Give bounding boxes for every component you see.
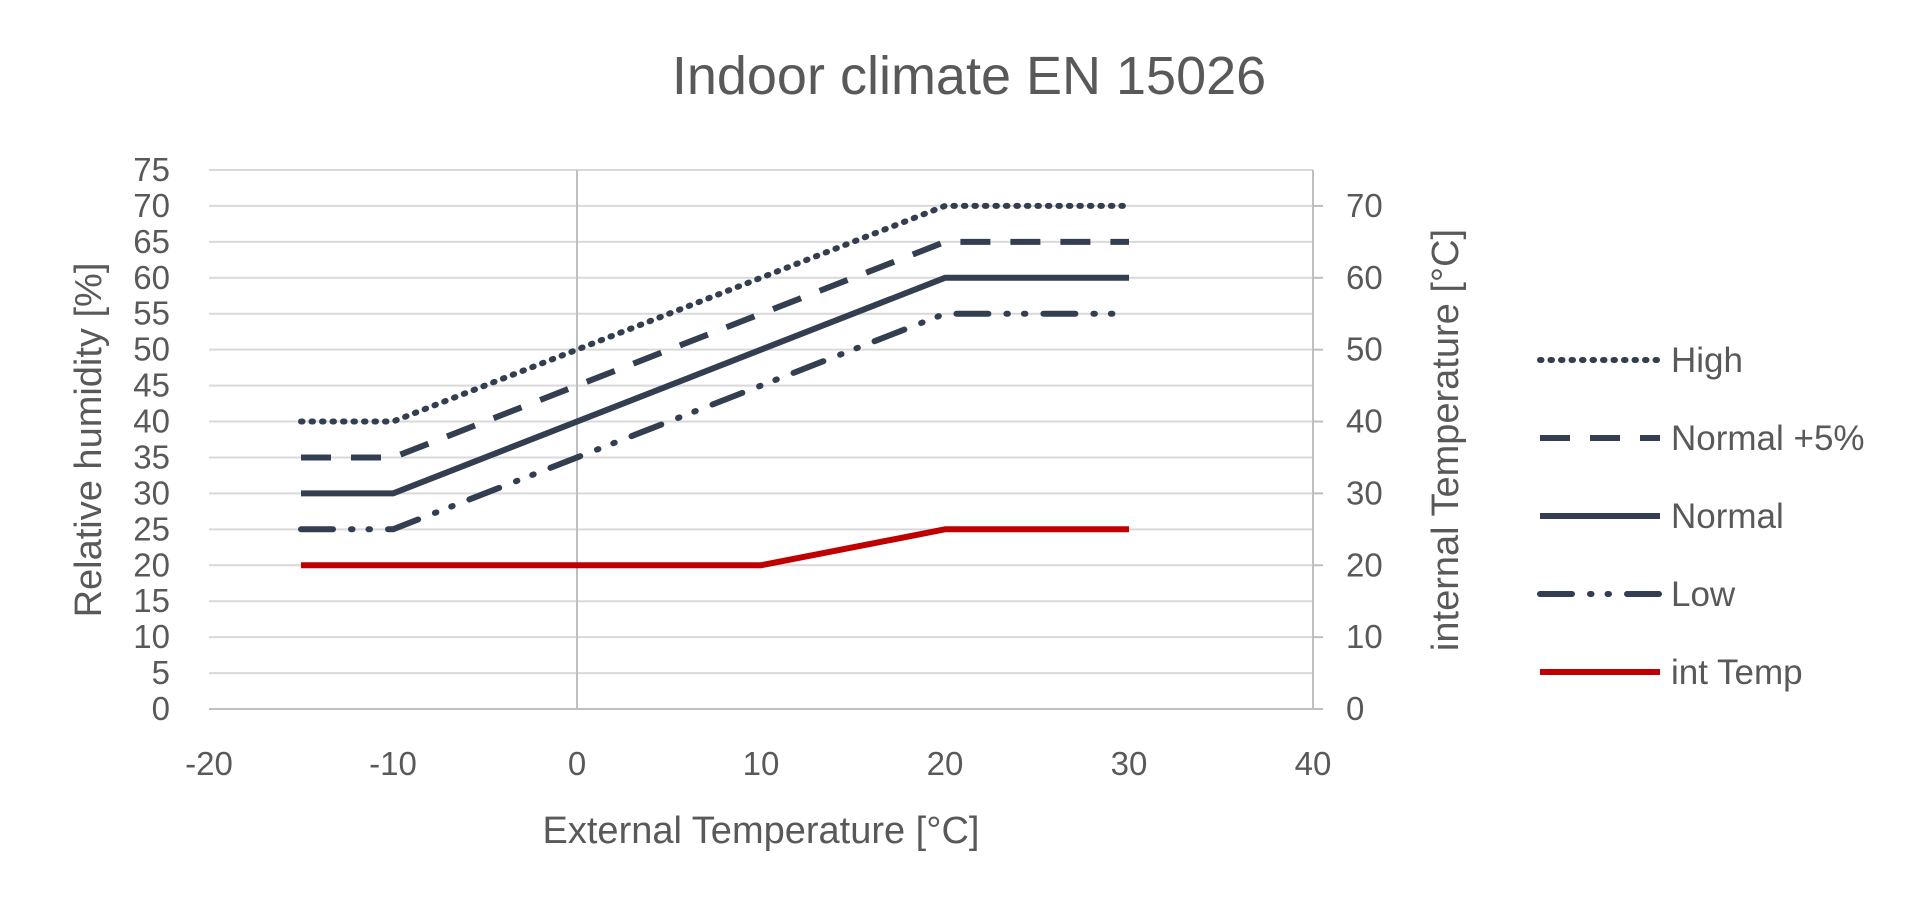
y-tick-label: 50 bbox=[133, 331, 170, 368]
y-tick-label: 75 bbox=[133, 151, 170, 188]
legend-label: High bbox=[1671, 341, 1743, 380]
x-axis-title: External Temperature [°C] bbox=[543, 810, 980, 852]
y2-tick-label: 70 bbox=[1346, 187, 1383, 224]
x-tick-label: 40 bbox=[1295, 745, 1332, 782]
y2-tick-label: 20 bbox=[1346, 546, 1383, 583]
series-line-high bbox=[298, 202, 1132, 425]
y2-tick-label: 40 bbox=[1346, 403, 1383, 440]
y-tick-label: 55 bbox=[133, 295, 170, 332]
y2-tick-label: 60 bbox=[1346, 259, 1383, 296]
chart-title: Indoor climate EN 15026 bbox=[672, 46, 1266, 106]
y2-axis-title: internal Temperature [°C] bbox=[1425, 229, 1467, 651]
y-tick-label: 35 bbox=[133, 438, 170, 475]
legend-label: Normal +5% bbox=[1671, 419, 1865, 458]
legend-label: int Temp bbox=[1671, 653, 1803, 692]
y-tick-label: 0 bbox=[152, 690, 170, 727]
y2-tick-label: 30 bbox=[1346, 474, 1383, 511]
grid-layer bbox=[209, 169, 1314, 710]
y-tick-label: 5 bbox=[152, 654, 170, 691]
series-line-normal bbox=[301, 274, 1129, 497]
y2-tick-label: 10 bbox=[1346, 618, 1383, 655]
y-tick-label: 25 bbox=[133, 510, 170, 547]
y-tick-label: 10 bbox=[133, 618, 170, 655]
y-axis-title: Relative humidity [%] bbox=[68, 263, 110, 618]
y-tick-label: 60 bbox=[133, 259, 170, 296]
legend-item: High bbox=[1537, 341, 1743, 380]
x-tick-label: 30 bbox=[1111, 745, 1148, 782]
y-tick-label: 70 bbox=[133, 187, 170, 224]
y-tick-label: 30 bbox=[133, 474, 170, 511]
legend-label: Normal bbox=[1671, 497, 1784, 536]
legend: High Normal +5% Normal Low int Temp bbox=[1537, 341, 1865, 692]
y-tick-label: 20 bbox=[133, 546, 170, 583]
series-line-int-temp bbox=[301, 526, 1129, 569]
series-line-normal-5 bbox=[301, 238, 1129, 461]
y-tick-label: 15 bbox=[133, 582, 170, 619]
y-tick-label: 45 bbox=[133, 367, 170, 404]
legend-item: Low bbox=[1537, 575, 1736, 614]
x-tick-label: -20 bbox=[185, 745, 233, 782]
x-tick-label: 20 bbox=[927, 745, 964, 782]
x-tick-label: -10 bbox=[369, 745, 417, 782]
x-tick-label: 0 bbox=[568, 745, 586, 782]
tick-layer: 0510152025303540455055606570750102030405… bbox=[133, 151, 1382, 782]
series-layer bbox=[298, 202, 1132, 569]
x-tick-label: 10 bbox=[743, 745, 780, 782]
y-tick-label: 40 bbox=[133, 403, 170, 440]
legend-item: Normal +5% bbox=[1540, 419, 1865, 458]
y2-tick-label: 50 bbox=[1346, 331, 1383, 368]
legend-item: Normal bbox=[1540, 497, 1784, 536]
y-tick-label: 65 bbox=[133, 223, 170, 260]
y2-tick-label: 0 bbox=[1346, 690, 1364, 727]
legend-label: Low bbox=[1671, 575, 1736, 614]
legend-item: int Temp bbox=[1540, 653, 1803, 692]
